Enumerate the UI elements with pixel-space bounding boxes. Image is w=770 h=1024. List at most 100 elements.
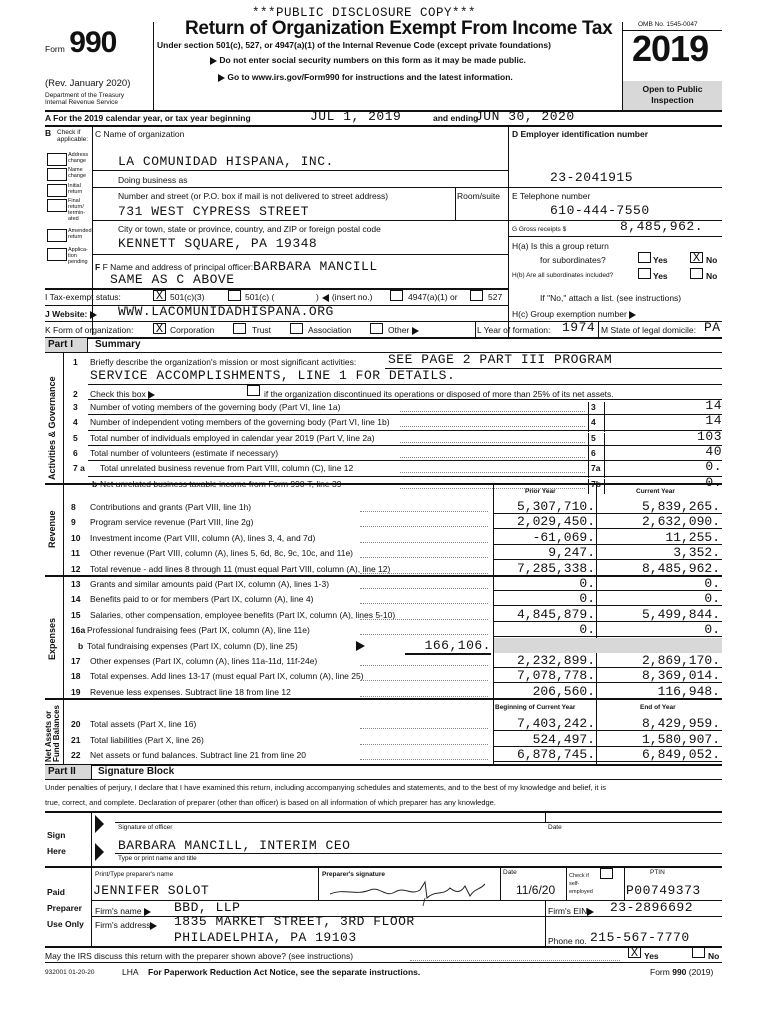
- b-checkbox-3[interactable]: [47, 199, 67, 212]
- penalty-text-1: Under penalties of perjury, I declare th…: [45, 783, 607, 792]
- type-name-label: Type or print name and title: [118, 855, 197, 862]
- gov-line-num: b: [92, 478, 98, 489]
- open-to-public: Open to Public Inspection: [623, 81, 722, 110]
- 501c-checkbox[interactable]: [228, 290, 241, 301]
- association-label: Association: [308, 325, 352, 335]
- gov-line-box: 6: [588, 447, 605, 463]
- hb-no-checkbox[interactable]: [690, 268, 703, 279]
- fin-line-label: Professional fundraising fees (Part IX, …: [87, 625, 310, 636]
- leader-dots: [360, 588, 488, 589]
- ha-no-label: No: [706, 255, 718, 265]
- 527-checkbox[interactable]: [470, 290, 483, 301]
- line-1-label: Briefly describe the organization's miss…: [90, 357, 357, 367]
- firm-name-label-text: Firm's name: [95, 906, 142, 916]
- b-checkbox-0[interactable]: [47, 153, 67, 166]
- fin-line-num: 11: [71, 548, 80, 559]
- gov-row-line: [88, 444, 722, 446]
- hb-yes-checkbox[interactable]: [638, 268, 651, 279]
- firm-ein: 23-2896692: [610, 900, 694, 915]
- preparer-date: 11/6/20: [516, 883, 556, 897]
- ha-yes-checkbox[interactable]: [638, 252, 651, 263]
- col-beginning-year: Beginning of Current Year: [495, 704, 576, 711]
- leader-dots: [400, 411, 585, 412]
- org-name: LA COMUNIDAD HISPANA, INC.: [118, 154, 334, 169]
- gov-line-num: 5: [73, 432, 78, 443]
- preparer-signature-image: [329, 880, 486, 906]
- other-checkbox[interactable]: [370, 323, 383, 334]
- gov-line-label: Total unrelated business revenue from Pa…: [100, 463, 354, 474]
- ein-value: 23-2041915: [550, 170, 634, 185]
- preparer-name-label: Print/Type preparer's name: [95, 871, 174, 878]
- tax-year-end: JUN 30, 2020: [475, 109, 575, 124]
- discuss-yes-checkbox[interactable]: X: [628, 947, 641, 959]
- b-label-0: Address change: [68, 152, 89, 164]
- line-1-num: 1: [73, 357, 78, 367]
- b-checkbox-4[interactable]: [47, 229, 67, 242]
- phone-label: E Telephone number: [512, 191, 591, 201]
- penalty-text-2: true, correct, and complete. Declaration…: [45, 798, 496, 807]
- omb-number: OMB No. 1545-0047: [638, 21, 698, 28]
- gov-line-value: 103: [697, 428, 722, 444]
- firm-address-1: 1835 MARKET STREET, 3RD FLOOR: [174, 914, 415, 929]
- col-end-year: End of Year: [640, 704, 676, 711]
- ha-label-2: for subordinates?: [540, 255, 606, 265]
- fin-line-label: Revenue less expenses. Subtract line 18 …: [90, 686, 291, 697]
- state-domicile-value: PA: [704, 320, 721, 335]
- name-arrow-icon: [95, 843, 104, 861]
- hc-label: H(c) Group exemption number: [512, 309, 637, 319]
- gov-line-box: 7b: [588, 478, 605, 494]
- firm-name-label: Firm's name: [95, 906, 151, 916]
- gov-line-box: 5: [588, 432, 605, 448]
- leader-dots: [360, 572, 488, 574]
- ha-no-checkbox[interactable]: X: [690, 252, 703, 264]
- form-of-org-label: K Form of organization:: [45, 325, 134, 335]
- self-employed-checkbox[interactable]: [600, 868, 613, 879]
- footer-code: 932001 01-20-20: [45, 969, 95, 976]
- leader-dots: [360, 634, 488, 636]
- b-label-4: Amended return: [68, 228, 92, 240]
- form-word: Form: [45, 44, 65, 54]
- preparer-name: JENNIFER SOLOT: [93, 883, 210, 898]
- leader-dots: [360, 680, 488, 682]
- dba-label: Doing business as: [118, 175, 188, 185]
- corporation-checkbox[interactable]: X: [153, 323, 166, 335]
- current-value: 0.: [596, 576, 722, 591]
- firm-address-2: PHILADELPHIA, PA 19103: [174, 930, 357, 945]
- b-checkbox-1[interactable]: [47, 168, 67, 181]
- year-formation-label: L Year of formation:: [477, 325, 551, 335]
- fin-line-num: 8: [71, 502, 76, 512]
- gov-line-box: 4: [588, 417, 605, 433]
- trust-checkbox[interactable]: [233, 323, 246, 334]
- ssn-note-text: Do not enter social security numbers on …: [219, 55, 526, 65]
- current-value: 2,869,170.: [596, 653, 722, 668]
- side-label-net-assets: Net Assets or Fund Balances: [44, 705, 61, 762]
- current-value: 8,429,959.: [596, 716, 722, 731]
- 4947-checkbox[interactable]: [390, 290, 403, 301]
- self-employed-label: Check if self-employed: [569, 873, 593, 895]
- fin-line-label: Total expenses. Add lines 13-17 (must eq…: [90, 671, 364, 682]
- fin-line-label: Contributions and grants (Part VIII, lin…: [90, 502, 252, 512]
- part-1-title: Summary: [95, 339, 141, 350]
- leader-dots: [360, 603, 488, 605]
- and-ending: and ending: [433, 113, 479, 123]
- association-checkbox[interactable]: [290, 323, 303, 334]
- corporation-label: Corporation: [170, 325, 215, 335]
- website-value[interactable]: WWW.LACOMUNIDADHISPANA.ORG: [118, 304, 334, 319]
- b-checkbox-2[interactable]: [47, 184, 67, 197]
- prior-value: 524,497.: [493, 731, 597, 747]
- discontinued-checkbox[interactable]: [247, 385, 260, 396]
- b-checkbox-5[interactable]: [47, 248, 67, 261]
- irs-link-text[interactable]: Go to www.irs.gov/Form990 for instructio…: [227, 72, 513, 82]
- 501c3-checkbox[interactable]: X: [153, 290, 166, 302]
- leader-dots: [360, 557, 488, 559]
- street-address: 731 WEST CYPRESS STREET: [118, 204, 309, 219]
- prior-value: 0.: [493, 622, 597, 638]
- b-label: B: [45, 128, 52, 138]
- year-formation-value: 1974: [562, 320, 596, 335]
- fin-line-num: 18: [71, 671, 81, 682]
- discuss-no-checkbox[interactable]: [692, 947, 705, 958]
- signature-officer-label: Signature of officer: [118, 824, 173, 831]
- org-name-label: C Name of organization: [95, 129, 185, 139]
- current-value: 5,499,844.: [596, 606, 722, 622]
- gov-line-value: 0.: [705, 459, 722, 475]
